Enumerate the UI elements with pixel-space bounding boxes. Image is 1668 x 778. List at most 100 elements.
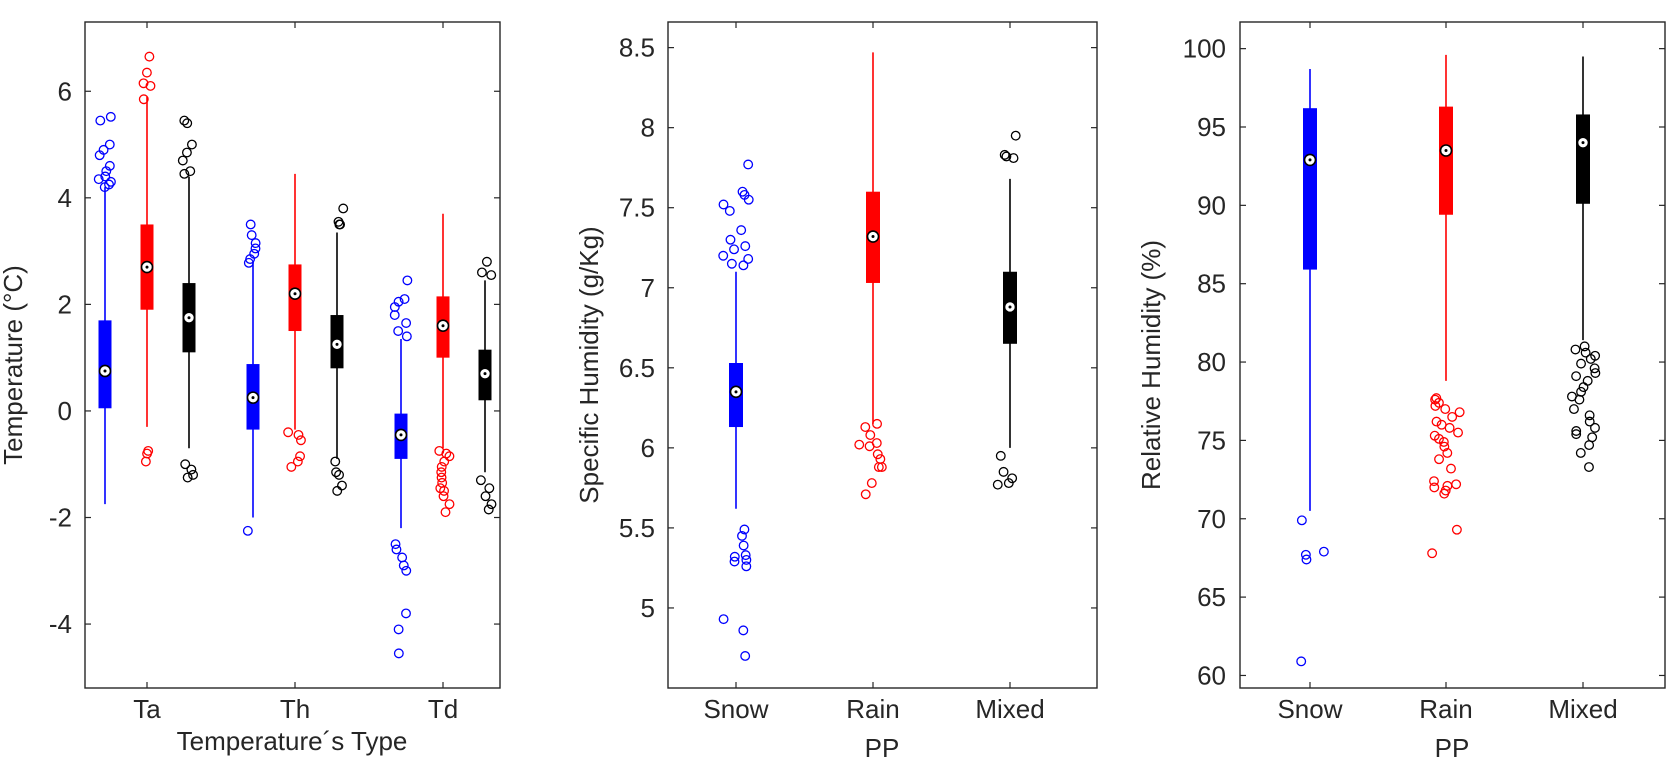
outlier-point (739, 524, 750, 535)
outlier-point (860, 422, 871, 432)
y-tick-label: 0 (58, 396, 72, 426)
y-tick-label: 7.5 (619, 193, 655, 223)
box-snow (1296, 69, 1329, 667)
box-snow-th (242, 219, 261, 536)
outlier-point (1571, 371, 1582, 382)
outlier-point (738, 260, 749, 271)
outlier-point (401, 318, 412, 328)
outlier-point (402, 275, 413, 286)
median-dot (251, 396, 255, 400)
outlier-point (860, 489, 871, 500)
outlier-point (332, 485, 343, 496)
outlier-point (144, 51, 155, 62)
axes-frame (1239, 21, 1666, 689)
outlier-point (249, 248, 260, 259)
median-dot (1008, 305, 1012, 309)
outlier-point (738, 625, 749, 636)
outlier-point (481, 256, 492, 267)
outlier-point (333, 216, 344, 227)
outlier-point (1439, 441, 1450, 452)
outlier-point (186, 139, 197, 150)
x-tick-label: Td (428, 694, 458, 724)
outlier-point (1566, 391, 1577, 402)
median-dot (399, 433, 403, 437)
median-dot (441, 324, 445, 328)
axes-frame (84, 21, 501, 689)
outlier-point (391, 544, 402, 555)
outlier-point (337, 480, 347, 491)
relative-humidity-panel: 60 65 70 75 80 85 90 95 100 Snow Rain Mixed Relative… (1136, 21, 1666, 763)
y-tick-label: 4 (58, 183, 72, 213)
y-tick-label: 60 (1197, 660, 1226, 690)
outlier-point (185, 166, 196, 177)
y-tick-label: -2 (49, 503, 72, 533)
outlier-point (246, 230, 257, 241)
y-tick-label: 65 (1197, 582, 1226, 612)
box-snow-td (389, 275, 413, 659)
median-dot (871, 235, 875, 239)
outlier-point (138, 94, 149, 105)
outlier-point (180, 459, 191, 470)
outlier-point (1301, 554, 1312, 565)
outlier-point (295, 435, 306, 446)
outlier-point (1010, 130, 1021, 141)
box-iqr (1439, 106, 1453, 215)
outlier-point (245, 219, 256, 230)
box-mixed-ta (177, 115, 199, 483)
outlier-point (1582, 375, 1593, 386)
box-snow (718, 159, 754, 661)
outlier-point (105, 176, 116, 187)
outlier-point (871, 438, 882, 449)
x-tick-label: Mixed (975, 694, 1044, 724)
y-tick-label: 90 (1197, 190, 1226, 220)
outlier-point (179, 168, 190, 179)
y-axis-title: Relative Humidity (%) (1136, 240, 1166, 490)
outlier-point (1575, 447, 1586, 458)
y-tick-label: 95 (1197, 112, 1226, 142)
outlier-point (995, 450, 1006, 461)
y-tick-label: 6.5 (619, 353, 655, 383)
outlier-point (331, 467, 342, 478)
median-dot (483, 372, 487, 376)
x-tick-label: Snow (1277, 694, 1342, 724)
y-tick-label: 7 (641, 273, 655, 303)
outlier-point (1430, 394, 1441, 405)
box-snow-ta (93, 111, 116, 505)
median-dot (335, 342, 339, 346)
median-dot (103, 369, 107, 373)
box-iqr (1303, 108, 1317, 270)
y-tick-label: 8 (641, 113, 655, 143)
outlier-point (293, 429, 304, 440)
y-axis-title: Specific Humidity (g/Kg) (574, 226, 604, 503)
outlier-point (1570, 344, 1581, 355)
outlier-point (105, 111, 116, 122)
outlier-point (401, 331, 412, 342)
outlier-point (1429, 482, 1440, 493)
outlier-point (286, 461, 297, 472)
outlier-point (1569, 404, 1579, 415)
outlier-point (334, 469, 344, 480)
outlier-point (1590, 350, 1601, 361)
outlier-point (250, 238, 261, 249)
outlier-point (737, 530, 747, 541)
outlier-point (104, 179, 114, 190)
median-dot (145, 265, 149, 269)
x-tick-label: Th (280, 694, 310, 724)
outlier-point (718, 250, 729, 261)
outlier-point (724, 205, 735, 216)
outlier-point (250, 243, 261, 254)
outlier-point (145, 80, 156, 91)
outlier-point (1584, 462, 1594, 472)
outlier-point (179, 115, 190, 126)
outlier-point (1318, 546, 1329, 557)
outlier-point (741, 561, 752, 572)
outlier-point (401, 608, 411, 619)
outlier-point (1584, 416, 1595, 427)
median-dot (1581, 141, 1585, 145)
box-iqr (98, 320, 112, 409)
outlier-point (437, 477, 448, 488)
outlier-point (1446, 463, 1456, 474)
outlier-point (1590, 422, 1600, 433)
outlier-point (1296, 656, 1307, 667)
outlier-point (398, 560, 409, 571)
